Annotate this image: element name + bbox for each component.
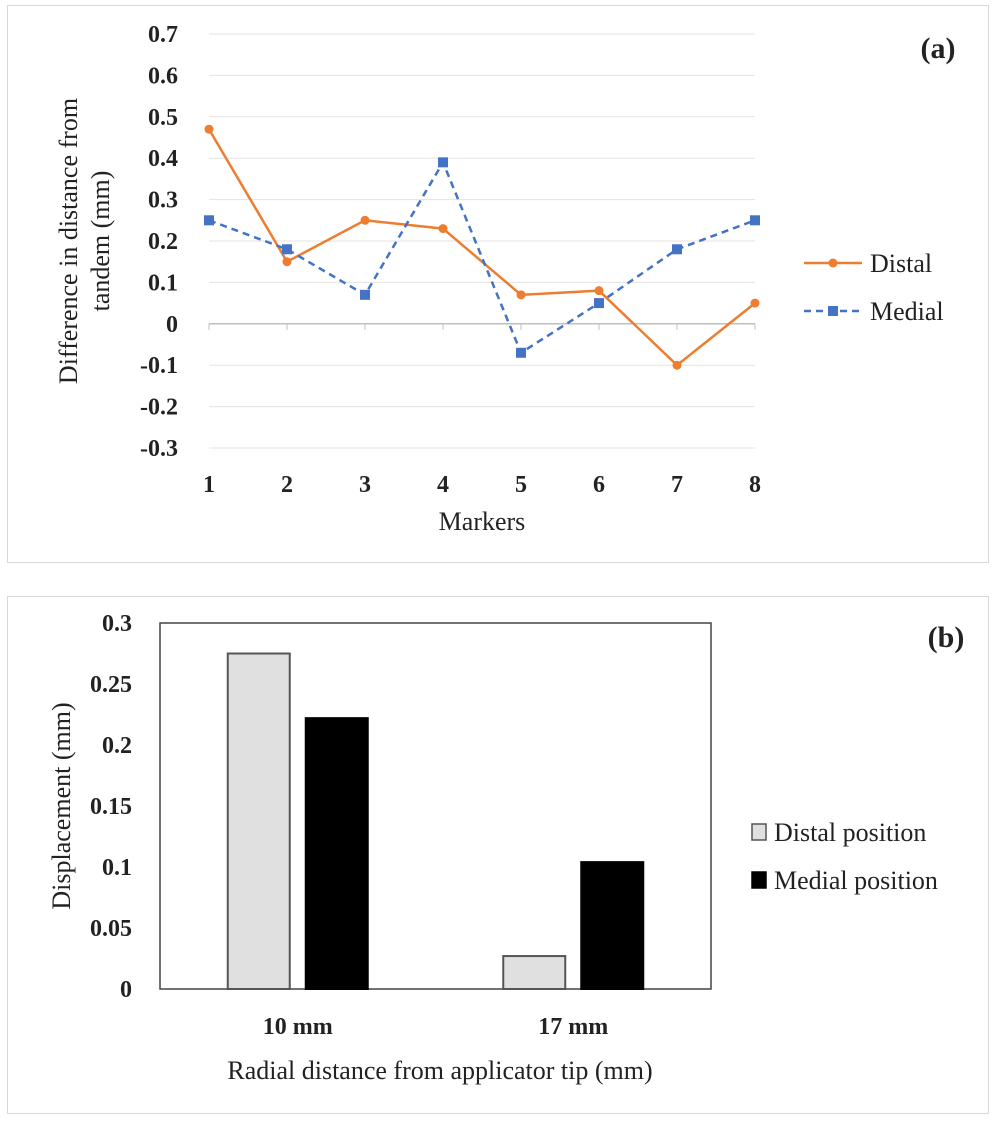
data-point-medial (438, 157, 448, 168)
legend-label-distal-position: Distal position (774, 818, 926, 847)
data-point-distal (594, 286, 604, 296)
y-tick-label: -0.3 (140, 436, 178, 462)
y-axis-title-line: tandem (mm) (86, 171, 115, 312)
legend-swatch (751, 871, 767, 889)
x-axis-title: Radial distance from applicator tip (mm) (227, 1056, 652, 1085)
series-line-distal (207, 128, 756, 367)
legend-label-distal: Distal (870, 249, 932, 278)
data-point-distal (672, 360, 682, 370)
y-tick-label: 0.7 (148, 22, 178, 48)
data-point-medial (360, 289, 370, 300)
panel-label: (a) (921, 32, 956, 65)
legend-marker (828, 306, 838, 316)
x-tick-label: 2 (281, 472, 293, 498)
x-tick-label: 17 mm (538, 1014, 608, 1040)
data-point-medial (750, 215, 760, 226)
panel-label: (b) (928, 621, 965, 654)
x-axis-title: Markers (439, 507, 526, 536)
y-tick-label: 0.1 (148, 270, 178, 296)
bar-chart: 0.3 0.25 0.2 0.15 0.1 0.05 0 10 mm 17 mm Radial d… (47, 611, 965, 1085)
y-tick-label: 0.3 (102, 611, 132, 637)
y-tick-label: 0.15 (90, 794, 132, 820)
y-tick-label: 0.3 (148, 188, 178, 214)
y-tick-label: 0.6 (148, 63, 178, 89)
data-point-distal (282, 257, 292, 267)
x-tick-label: 8 (749, 472, 761, 498)
x-tick-label: 4 (437, 472, 449, 498)
y-tick-label: 0.2 (148, 229, 178, 255)
bar-medial-position (304, 717, 369, 990)
x-tick-label: 7 (671, 472, 683, 498)
x-tick-label: 6 (593, 472, 605, 498)
y-tick-label: 0.1 (102, 855, 132, 881)
data-point-medial (594, 298, 604, 309)
bar-medial-position (580, 861, 645, 990)
y-tick-label: 0.25 (90, 672, 132, 698)
data-point-distal (750, 298, 760, 308)
data-point-distal (516, 290, 526, 300)
legend-label-medial: Medial (870, 297, 944, 326)
data-point-medial (204, 215, 214, 226)
plot-area-border (159, 622, 712, 990)
y-axis-title-line: Difference in distance from (54, 98, 83, 384)
series-line-medial (208, 159, 756, 355)
y-tick-label: 0 (166, 312, 178, 338)
bar-distal-position (502, 955, 567, 990)
data-point-medial (672, 244, 682, 255)
y-tick-label: 0.5 (148, 105, 178, 131)
legend-swatch (751, 823, 767, 841)
legend-label-medial-position: Medial position (774, 866, 938, 895)
y-tick-label: 0.05 (90, 916, 132, 942)
y-axis-title: Difference in distance from tandem (mm) (54, 98, 115, 384)
y-tick-label: 0 (120, 977, 132, 1003)
line-chart: 0.7 0.6 0.5 0.4 0.3 0.2 0.1 0 -0.1 -0.2 -0.3 1 2 3 4 5 6… (54, 22, 956, 536)
data-point-medial (516, 347, 526, 358)
legend-marker (828, 258, 838, 268)
chart-panel-b: 0.3 0.25 0.2 0.15 0.1 0.05 0 10 mm 17 mm Radial d… (7, 596, 989, 1114)
x-tick-label: 5 (515, 472, 527, 498)
chart-panel-a: 0.7 0.6 0.5 0.4 0.3 0.2 0.1 0 -0.1 -0.2 -0.3 1 2 3 4 5 6… (7, 5, 989, 563)
x-tick-label: 10 mm (263, 1014, 333, 1040)
data-point-medial (282, 244, 292, 255)
x-tick-label: 3 (359, 472, 371, 498)
y-tick-label: -0.2 (140, 395, 178, 421)
y-tick-label: 0.4 (148, 146, 178, 172)
data-point-distal (438, 224, 448, 234)
y-tick-label: -0.1 (140, 353, 178, 379)
x-tick-label: 1 (203, 472, 215, 498)
data-point-distal (360, 215, 370, 225)
data-point-distal (204, 124, 214, 134)
bar-distal-position (226, 652, 291, 990)
y-axis-title: Displacement (mm) (47, 702, 76, 909)
y-tick-label: 0.2 (102, 733, 132, 759)
